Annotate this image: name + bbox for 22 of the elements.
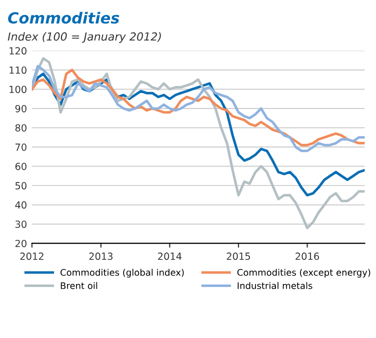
y-tick-label: 110 (10, 66, 26, 74)
x-tick-label: 2015 (226, 252, 250, 260)
legend-label: Brent oil (60, 282, 98, 290)
chart-subtitle: Index (100 = January 2012) (8, 32, 161, 43)
x-tick-label: 2013 (89, 252, 113, 260)
y-tick-label: 30 (15, 220, 26, 228)
y-tick-label: 70 (16, 144, 26, 151)
y-tick-label: 120 (10, 47, 26, 55)
x-tick-label: 2016 (296, 252, 320, 260)
legend-label: Commodities (global index) (60, 268, 184, 278)
y-tick-label: 80 (15, 124, 26, 132)
legend-label: Industrial metals (238, 282, 312, 290)
chart-title: Commodities (8, 12, 120, 24)
x-tick-label: 2012 (20, 252, 44, 260)
y-tick-label: 100 (10, 86, 26, 94)
y-tick-label: 20 (15, 240, 26, 248)
y-tick-label: 90 (15, 104, 26, 112)
y-tick-label: 60 (15, 162, 26, 170)
y-tick-label: 50 (15, 182, 26, 190)
legend-label: Commodities (except energy) (237, 268, 370, 278)
x-tick-label: 2014 (158, 252, 182, 260)
y-tick-label: 40 (15, 201, 26, 209)
